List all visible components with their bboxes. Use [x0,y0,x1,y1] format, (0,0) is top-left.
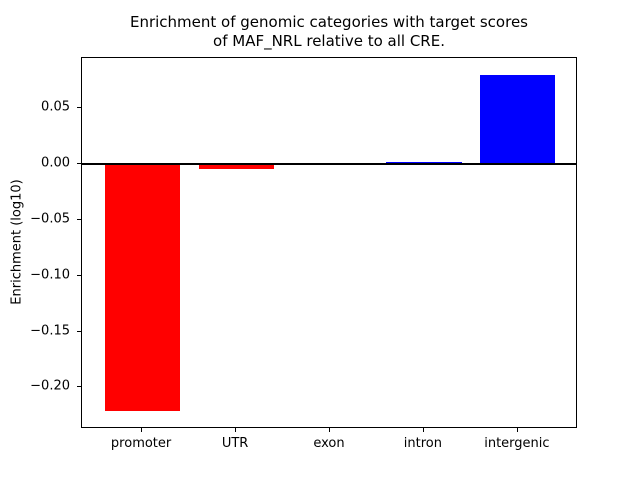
y-tick-mark [77,107,81,109]
x-tick-mark [329,428,330,432]
x-tick-label-exon: exon [313,436,345,451]
chart-title-line1: Enrichment of genomic categories with ta… [129,13,528,31]
y-tick-label: −0.20 [30,378,70,394]
x-tick-mark [516,428,518,432]
bar-UTR [198,164,274,169]
y-axis-label: Enrichment (log10) [9,179,25,305]
x-tick-label-intron: intron [403,436,442,451]
y-tick-mark [77,163,81,164]
y-tick-label: −0.15 [30,323,70,338]
y-tick-mark [77,218,81,220]
y-tick-mark [77,330,81,332]
x-tick-mark [235,428,237,432]
bar-intergenic [480,74,556,164]
y-tick-label: −0.05 [30,211,70,227]
chart-title-line2: of MAF_NRL relative to all CRE. [213,32,445,50]
y-tick-mark [77,274,81,276]
zero-line [82,163,576,165]
y-tick-label: −0.10 [30,267,70,283]
bar-promoter [104,164,180,411]
y-tick-mark [77,386,81,388]
x-tick-label-UTR: UTR [221,436,249,451]
x-tick-label-intergenic: intergenic [484,436,550,451]
y-tick-label: 0.05 [41,99,70,115]
x-tick-label-promoter: promoter [110,436,172,451]
chart-title: Enrichment of genomic categories with ta… [81,13,577,51]
x-tick-mark [141,428,143,432]
plot-area [81,57,577,428]
y-tick-label: 0.00 [41,155,70,171]
x-tick-mark [422,428,424,432]
